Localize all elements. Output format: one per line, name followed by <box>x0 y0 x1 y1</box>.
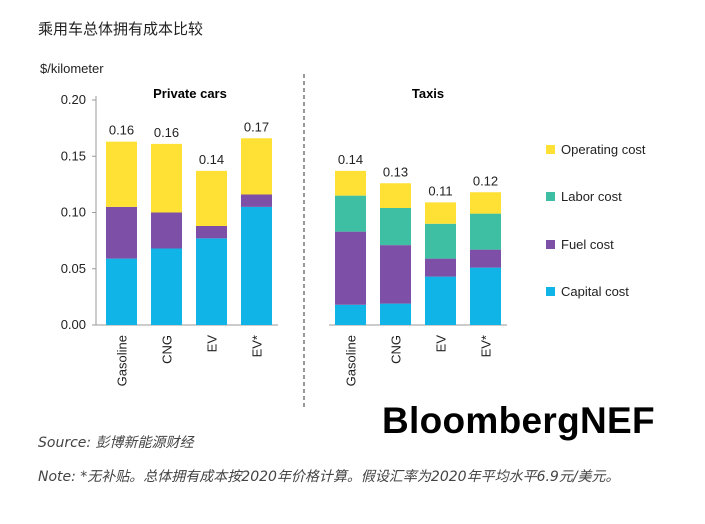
data-label: 0.14 <box>199 152 224 167</box>
bar-capital-cost <box>196 238 227 325</box>
bar-fuel-cost <box>335 231 366 305</box>
bar-operating-cost <box>151 143 182 213</box>
bar-labor-cost <box>425 223 456 259</box>
legend-swatch <box>546 287 555 296</box>
data-label: 0.13 <box>383 164 408 179</box>
x-tick-label: CNG <box>160 335 175 364</box>
x-tick-label: EV <box>205 335 220 353</box>
x-tick-label: EV* <box>479 335 494 357</box>
bar-capital-cost <box>470 267 501 325</box>
brand-logo: BloombergNEF <box>382 400 655 441</box>
bar-operating-cost <box>335 170 366 196</box>
data-label: 0.16 <box>109 123 134 138</box>
x-tick-label: EV* <box>250 335 265 357</box>
bar-capital-cost <box>380 303 411 325</box>
data-label: 0.17 <box>244 119 269 134</box>
bar-labor-cost <box>470 213 501 250</box>
legend-swatch <box>546 145 555 154</box>
legend-label: Operating cost <box>561 142 646 157</box>
bar-operating-cost <box>106 141 137 207</box>
bar-operating-cost <box>470 192 501 214</box>
x-tick-label: Gasoline <box>344 335 359 386</box>
y-tick-label: 0.10 <box>61 205 86 220</box>
footnote: Note: *无补贴。总体拥有成本按2020年价格计算。假设汇率为2020年平均… <box>38 469 620 485</box>
bar-operating-cost <box>425 202 456 224</box>
y-tick-label: 0.05 <box>61 261 86 276</box>
data-label: 0.12 <box>473 173 498 188</box>
y-tick-label: 0.15 <box>61 148 86 163</box>
bar-operating-cost <box>380 183 411 208</box>
x-tick-label: Gasoline <box>115 335 130 386</box>
bar-capital-cost <box>425 276 456 325</box>
legend-label: Capital cost <box>561 284 629 299</box>
bar-fuel-cost <box>151 212 182 249</box>
chart-title: 乘用车总体拥有成本比较 <box>38 20 204 38</box>
bar-capital-cost <box>106 258 137 325</box>
bar-labor-cost <box>335 195 366 232</box>
legend-label: Labor cost <box>561 189 622 204</box>
x-tick-label: EV <box>434 335 449 353</box>
bar-fuel-cost <box>106 206 137 259</box>
bar-capital-cost <box>335 304 366 325</box>
data-label: 0.16 <box>154 125 179 140</box>
bar-fuel-cost <box>425 258 456 277</box>
bar-fuel-cost <box>241 194 272 207</box>
x-tick-label: CNG <box>389 335 404 364</box>
bar-operating-cost <box>196 170 227 226</box>
group-title: Taxis <box>412 86 444 101</box>
bar-capital-cost <box>241 206 272 325</box>
y-tick-label: 0.20 <box>61 92 86 107</box>
legend-swatch <box>546 192 555 201</box>
bar-labor-cost <box>380 208 411 246</box>
y-tick-label: 0.00 <box>61 317 86 332</box>
y-axis-label: $/kilometer <box>40 61 104 76</box>
source-note: Source: 彭博新能源财经 <box>38 435 194 451</box>
bar-operating-cost <box>241 138 272 195</box>
legend-label: Fuel cost <box>561 237 614 252</box>
data-label: 0.14 <box>338 152 363 167</box>
bar-fuel-cost <box>196 226 227 239</box>
group-title: Private cars <box>153 86 227 101</box>
bar-fuel-cost <box>470 249 501 268</box>
legend-swatch <box>546 240 555 249</box>
bar-capital-cost <box>151 248 182 325</box>
bar-fuel-cost <box>380 245 411 304</box>
data-label: 0.11 <box>428 183 452 198</box>
